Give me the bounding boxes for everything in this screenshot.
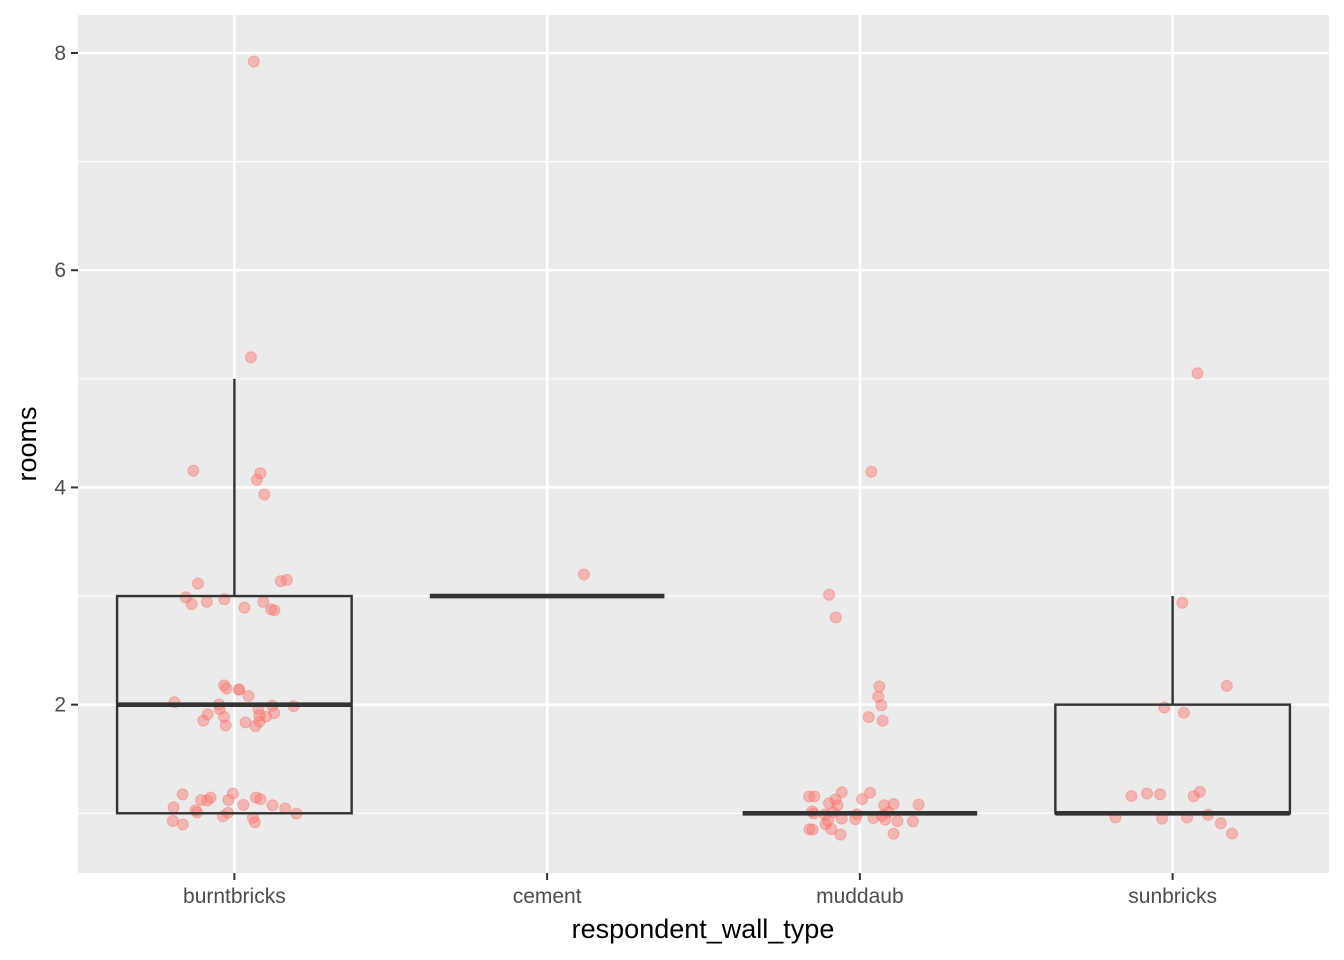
data-point: [808, 790, 821, 803]
data-point: [1125, 790, 1138, 802]
data-point: [875, 699, 888, 712]
data-point: [829, 611, 842, 624]
data-point: [834, 828, 847, 841]
data-point: [260, 710, 273, 723]
data-point: [201, 794, 214, 807]
data-point: [254, 467, 267, 480]
data-point: [1176, 596, 1189, 609]
data-point: [258, 488, 271, 501]
data-point: [1193, 785, 1206, 798]
jitter-points: [166, 55, 1239, 841]
data-point: [823, 588, 836, 601]
data-point: [176, 818, 189, 831]
data-point: [265, 603, 278, 616]
data-point: [1187, 790, 1200, 803]
data-point: [803, 790, 816, 803]
data-point: [829, 793, 842, 806]
y-axis-title: rooms: [12, 406, 42, 481]
data-point: [823, 797, 835, 810]
data-point: [577, 568, 590, 581]
data-point: [176, 788, 189, 801]
data-point: [806, 823, 819, 836]
data-point: [266, 799, 279, 812]
data-point: [257, 595, 270, 608]
data-point: [195, 794, 208, 806]
data-point: [268, 604, 281, 617]
data-point: [200, 595, 213, 608]
data-point: [865, 465, 878, 478]
data-point: [220, 682, 233, 695]
data-point: [1214, 817, 1227, 830]
data-point: [268, 707, 281, 719]
x-tick-label: muddaub: [816, 885, 904, 908]
data-point: [1177, 706, 1190, 719]
y-tick-label: 6: [54, 259, 66, 282]
data-point: [204, 791, 217, 804]
data-point: [218, 679, 231, 692]
data-point: [280, 573, 293, 586]
data-point: [242, 690, 255, 702]
boxes: [115, 378, 1292, 816]
x-axis-title: respondent_wall_type: [572, 914, 835, 944]
data-point: [237, 798, 250, 811]
data-point: [197, 714, 210, 727]
data-point: [167, 801, 180, 814]
data-point: [254, 793, 267, 806]
data-point: [187, 464, 200, 477]
data-point: [274, 575, 287, 588]
data-point: [239, 716, 252, 729]
data-point: [166, 815, 179, 827]
data-point: [819, 818, 832, 831]
data-point: [192, 577, 204, 590]
data-point: [179, 591, 192, 604]
y-tick-label: 8: [54, 42, 66, 65]
data-point: [891, 815, 904, 828]
data-point: [218, 710, 231, 723]
data-point: [201, 708, 214, 721]
data-point: [233, 683, 246, 696]
data-point: [232, 683, 245, 696]
data-point: [1191, 367, 1204, 380]
data-point: [250, 473, 263, 486]
data-point: [185, 598, 198, 610]
data-point: [876, 714, 889, 727]
y-tick-label: 4: [54, 476, 66, 499]
data-point: [803, 823, 816, 836]
data-point: [250, 791, 262, 804]
data-point: [872, 690, 885, 703]
x-tick-label: sunbricks: [1128, 885, 1217, 908]
data-point: [887, 827, 900, 840]
data-point: [219, 719, 232, 732]
data-point: [835, 786, 848, 799]
data-point: [253, 709, 266, 722]
data-point: [226, 787, 239, 800]
data-point: [907, 815, 919, 828]
data-point: [244, 351, 257, 364]
data-point: [831, 799, 844, 812]
data-point: [248, 816, 261, 829]
data-point: [864, 786, 877, 799]
plot-panel: [78, 15, 1329, 873]
data-point: [1154, 788, 1166, 801]
y-tick-label: 2: [54, 694, 66, 717]
data-point: [873, 680, 886, 693]
data-point: [1220, 679, 1233, 692]
data-point: [1141, 787, 1153, 800]
data-point: [238, 601, 251, 614]
data-point: [222, 794, 235, 806]
data-point: [253, 715, 266, 728]
data-point: [1226, 827, 1239, 840]
x-tick-label: cement: [513, 885, 582, 908]
axes: 2 4 6 8 burntbricks cement muddaub sunbricks: [54, 42, 1217, 908]
data-point: [862, 711, 875, 724]
data-point: [249, 720, 262, 733]
data-point: [887, 798, 900, 811]
data-point: [878, 799, 891, 812]
data-point: [247, 55, 260, 68]
data-point: [856, 793, 869, 806]
data-point: [912, 798, 925, 811]
data-point: [825, 823, 838, 836]
x-tick-label: burntbricks: [183, 885, 286, 908]
